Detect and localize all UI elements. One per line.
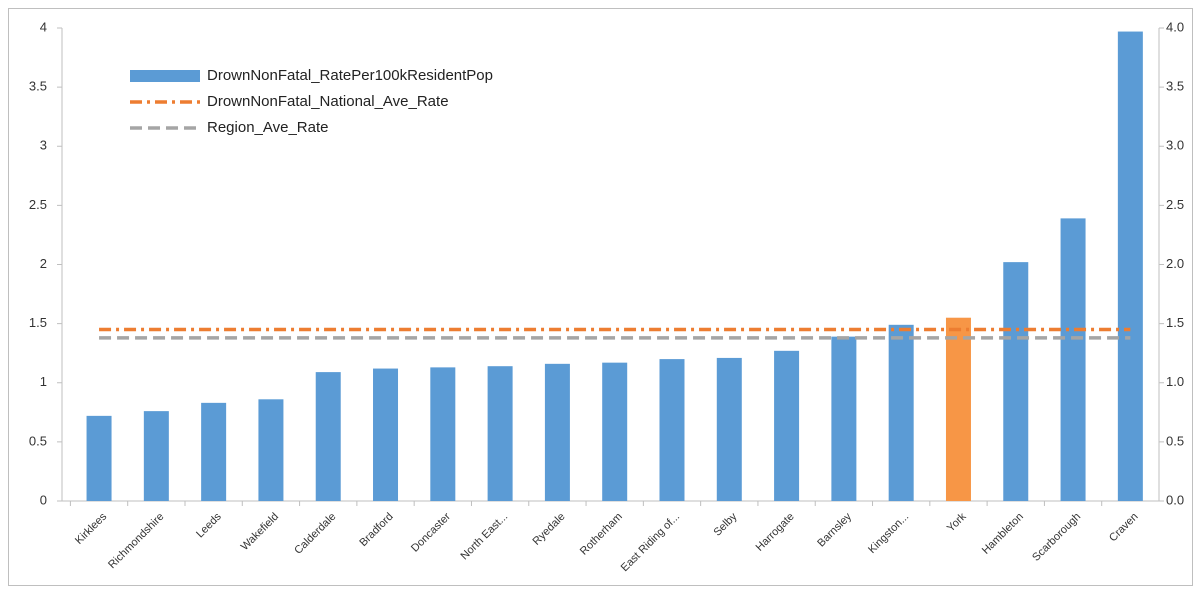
bar [373,368,399,501]
bar [602,362,628,501]
y2-tick-label: 3.0 [1166,138,1184,153]
bar [831,336,857,501]
y-tick-label: 1.5 [29,315,47,330]
y-tick-label: 0 [40,492,47,507]
y2-tick-label: 3.5 [1166,79,1184,94]
bar [544,363,570,501]
y-tick-label: 0.5 [29,433,47,448]
y2-tick-label: 0.5 [1166,433,1184,448]
y2-tick-label: 2.0 [1166,256,1184,271]
y-tick-label: 2.5 [29,197,47,212]
bar [201,402,227,501]
y2-tick-label: 1.0 [1166,374,1184,389]
y-tick-label: 3 [40,138,47,153]
bar [487,366,513,501]
bar [659,359,685,501]
y-tick-label: 2 [40,256,47,271]
legend-label: Region_Ave_Rate [207,119,328,136]
legend-label: DrownNonFatal_National_Ave_Rate [207,93,449,110]
y2-tick-label: 4.0 [1166,19,1184,34]
bar [1060,218,1086,501]
y2-tick-label: 2.5 [1166,197,1184,212]
bar [86,415,112,501]
bar [1117,31,1143,502]
y-tick-label: 4 [40,19,47,34]
legend-label: DrownNonFatal_RatePer100kResidentPop [207,67,493,84]
bar [315,372,341,501]
y2-tick-label: 0.0 [1166,492,1184,507]
bar [143,411,169,501]
bar [258,399,284,501]
y2-tick-label: 1.5 [1166,315,1184,330]
bar [774,350,800,501]
y-tick-label: 3.5 [29,79,47,94]
legend-swatch [130,70,200,82]
bar [430,367,456,501]
bar [888,324,914,501]
bar [716,357,742,501]
y-tick-label: 1 [40,374,47,389]
bar [945,317,971,501]
bar [1003,262,1029,501]
